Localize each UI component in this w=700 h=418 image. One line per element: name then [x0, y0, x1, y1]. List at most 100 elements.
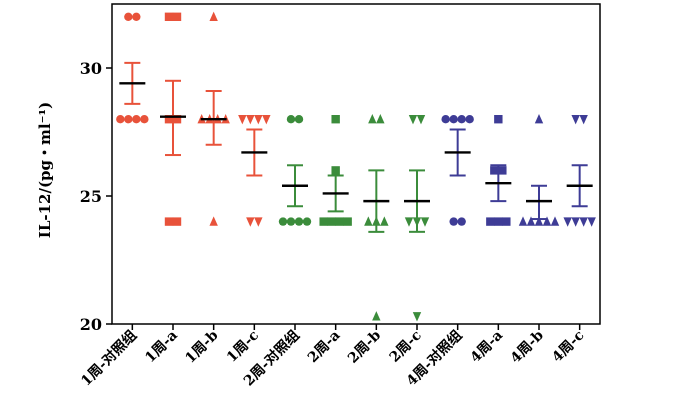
data-point [294, 217, 304, 226]
data-point [534, 114, 544, 124]
data-point [498, 166, 507, 175]
data-point [209, 216, 218, 226]
data-point [563, 217, 572, 227]
data-point [302, 217, 312, 226]
data-point [246, 217, 255, 227]
group-9 [485, 115, 512, 226]
group-7 [404, 115, 430, 322]
data-point [124, 115, 133, 124]
data-point [335, 217, 344, 226]
data-point [372, 216, 381, 226]
data-point [526, 216, 536, 226]
data-point [278, 217, 288, 226]
data-point [587, 217, 596, 227]
data-point [164, 115, 174, 124]
data-point [254, 115, 263, 125]
data-point [457, 217, 466, 226]
group-1 [160, 12, 186, 226]
data-point [420, 217, 430, 227]
data-point [486, 217, 495, 226]
x-tick-label: 4周-c [549, 328, 587, 366]
x-tick-label: 1周-b [182, 327, 221, 366]
group-11 [563, 115, 596, 227]
data-point [262, 115, 271, 125]
data-point [164, 217, 174, 226]
data-point [238, 115, 247, 125]
data-point [494, 115, 503, 124]
data-point [254, 217, 263, 227]
data-point [286, 217, 296, 226]
data-point [571, 115, 580, 125]
data-point [571, 217, 580, 227]
data-point [441, 115, 450, 124]
data-point [343, 217, 352, 226]
data-point [579, 217, 588, 227]
data-point [209, 11, 218, 21]
data-point [465, 115, 474, 124]
data-point [416, 115, 426, 125]
data-point [364, 216, 373, 226]
data-point [294, 115, 304, 124]
group-5 [319, 115, 352, 226]
group-3 [238, 115, 271, 227]
data-point [172, 115, 182, 124]
data-point [331, 166, 340, 175]
group-4 [278, 115, 312, 226]
data-point [331, 115, 340, 124]
data-point [116, 115, 125, 124]
data-point [412, 217, 422, 227]
group-6 [363, 114, 390, 321]
data-point [172, 12, 182, 21]
data-point [124, 12, 133, 21]
data-groups [116, 11, 596, 322]
data-point [534, 216, 544, 226]
data-point [457, 115, 466, 124]
x-tick-label: 1周-a [142, 328, 181, 367]
x-tick-label: 1周-对照组 [78, 327, 141, 390]
x-tick-label: 4周-b [508, 327, 547, 366]
data-point [404, 217, 414, 227]
x-tick-label: 4周-a [468, 328, 507, 367]
y-axis: 20 25 30 [80, 59, 112, 334]
data-point [550, 216, 560, 226]
x-axis: 1周-对照组 1周-a 1周-b 1周-c2周-对照组 2周-a 2周-b 2周-c4周-对… [78, 324, 587, 390]
data-point [494, 217, 503, 226]
data-point [132, 115, 141, 124]
x-tick-label: 2周-b [345, 327, 384, 366]
data-point [140, 115, 149, 124]
data-point [490, 166, 499, 175]
data-point [319, 217, 328, 226]
group-2 [197, 11, 230, 226]
x-tick-label: 2周-c [387, 328, 425, 366]
data-point [376, 114, 385, 124]
data-point [412, 312, 422, 322]
data-point [579, 115, 588, 125]
data-point [408, 115, 418, 125]
data-point [449, 217, 458, 226]
data-point [286, 115, 296, 124]
data-point [518, 216, 528, 226]
y-tick-label: 30 [80, 59, 102, 78]
data-point [132, 12, 141, 21]
group-0 [116, 12, 149, 124]
group-10 [518, 114, 560, 226]
x-tick-label: 1周-c [224, 328, 262, 366]
plot-frame [111, 3, 601, 325]
y-tick-label: 20 [80, 315, 102, 334]
y-tick-label: 25 [80, 187, 102, 206]
data-point [502, 217, 511, 226]
data-point [542, 216, 552, 226]
x-tick-label: 2周-a [305, 328, 344, 367]
data-point [380, 216, 389, 226]
data-point [449, 115, 458, 124]
data-point [172, 217, 182, 226]
data-point [372, 311, 381, 321]
plot-border [111, 3, 601, 325]
data-point [164, 12, 174, 21]
data-point [327, 217, 336, 226]
data-point [368, 114, 377, 124]
data-point [246, 115, 255, 125]
group-8 [441, 115, 474, 226]
y-axis-title: IL-12/(pg・ml⁻¹) [36, 102, 54, 238]
